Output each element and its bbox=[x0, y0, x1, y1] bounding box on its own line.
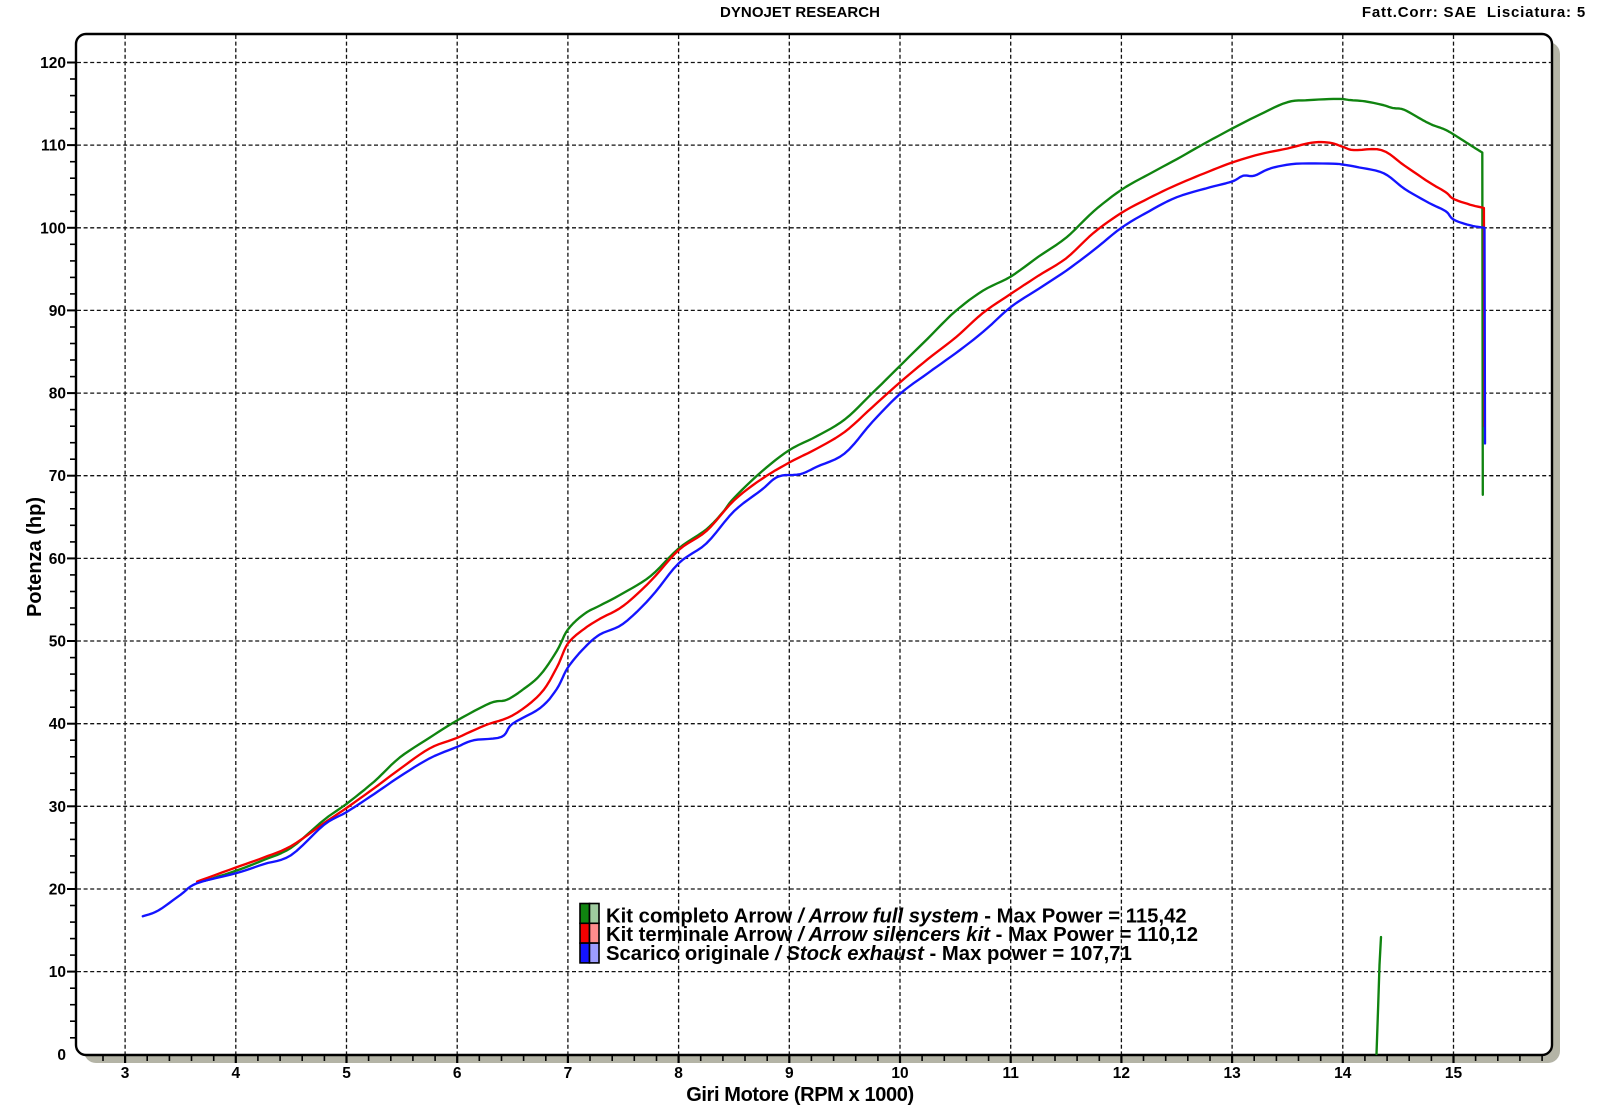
svg-text:20: 20 bbox=[49, 882, 66, 899]
svg-text:7: 7 bbox=[564, 1065, 573, 1082]
svg-text:10: 10 bbox=[49, 964, 66, 981]
svg-text:100: 100 bbox=[40, 220, 66, 237]
svg-text:14: 14 bbox=[1334, 1065, 1352, 1082]
svg-text:6: 6 bbox=[453, 1065, 462, 1082]
svg-text:9: 9 bbox=[785, 1065, 794, 1082]
svg-text:Potenza (hp): Potenza (hp) bbox=[24, 497, 46, 617]
svg-text:60: 60 bbox=[49, 551, 66, 568]
svg-text:DYNOJET RESEARCH: DYNOJET RESEARCH bbox=[720, 4, 880, 21]
svg-text:3: 3 bbox=[121, 1065, 130, 1082]
svg-text:12: 12 bbox=[1113, 1065, 1130, 1082]
svg-text:90: 90 bbox=[49, 303, 66, 320]
svg-text:15: 15 bbox=[1445, 1065, 1463, 1082]
svg-text:5: 5 bbox=[342, 1065, 351, 1082]
svg-text:Kit terminale Arrow / Arrow si: Kit terminale Arrow / Arrow silencers ki… bbox=[606, 924, 1198, 946]
svg-text:13: 13 bbox=[1223, 1065, 1241, 1082]
svg-text:70: 70 bbox=[49, 468, 66, 485]
svg-text:30: 30 bbox=[49, 799, 66, 816]
svg-text:120: 120 bbox=[40, 55, 66, 72]
svg-text:Giri Motore (RPM x 1000): Giri Motore (RPM x 1000) bbox=[686, 1084, 914, 1106]
svg-text:11: 11 bbox=[1003, 1065, 1020, 1082]
svg-text:0: 0 bbox=[57, 1047, 66, 1064]
svg-text:110: 110 bbox=[41, 138, 66, 155]
svg-text:Kit completo Arrow / Arrow ful: Kit completo Arrow / Arrow full system -… bbox=[606, 906, 1187, 928]
svg-text:80: 80 bbox=[49, 386, 66, 403]
svg-text:10: 10 bbox=[891, 1065, 908, 1082]
svg-text:Scarico originale / Stock exha: Scarico originale / Stock exhaust - Max … bbox=[606, 943, 1132, 965]
svg-text:40: 40 bbox=[49, 716, 66, 733]
svg-text:Fatt.Corr: SAE Lisciatura: 5: Fatt.Corr: SAE Lisciatura: 5 bbox=[1362, 4, 1586, 21]
svg-text:4: 4 bbox=[231, 1065, 240, 1082]
svg-text:8: 8 bbox=[674, 1065, 683, 1082]
svg-text:50: 50 bbox=[49, 634, 66, 651]
